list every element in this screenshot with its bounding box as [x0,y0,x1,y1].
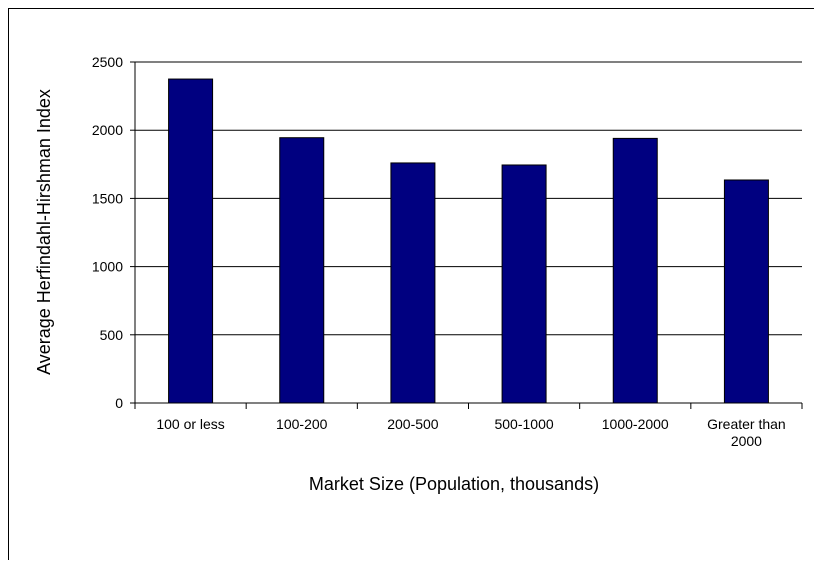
y-tick-labels: 0 500 1000 1500 2000 2500 [92,54,123,411]
x-tick-label: 100-200 [276,416,328,432]
y-axis-title: Average Herfindahl-Hirshman Index [34,89,54,375]
y-tick-label: 1000 [92,259,123,275]
bar [612,137,658,404]
x-axis-title: Market Size (Population, thousands) [309,474,599,494]
x-tick-label: 500-1000 [494,416,553,432]
y-tick-label: 0 [115,395,123,411]
y-tick-label: 500 [100,327,124,343]
x-tick-labels: 100 or less 100-200 200-500 500-1000 1000-20… [156,416,785,449]
y-tick-label: 2000 [92,122,123,138]
bar [168,78,214,404]
bar [501,164,547,404]
bars [168,78,769,404]
bar [390,162,436,404]
chart-frame [8,8,814,560]
y-tick-label: 2500 [92,54,123,70]
gridlines [135,61,802,336]
axes [130,61,803,409]
bar [723,179,769,404]
x-tick-label: 200-500 [387,416,439,432]
y-tick-label: 1500 [92,190,123,206]
bar [279,137,325,404]
x-tick-label: Greater than 2000 [707,416,786,449]
x-tick-label: 100 or less [156,416,224,432]
x-tick-label: 1000-2000 [602,416,669,432]
